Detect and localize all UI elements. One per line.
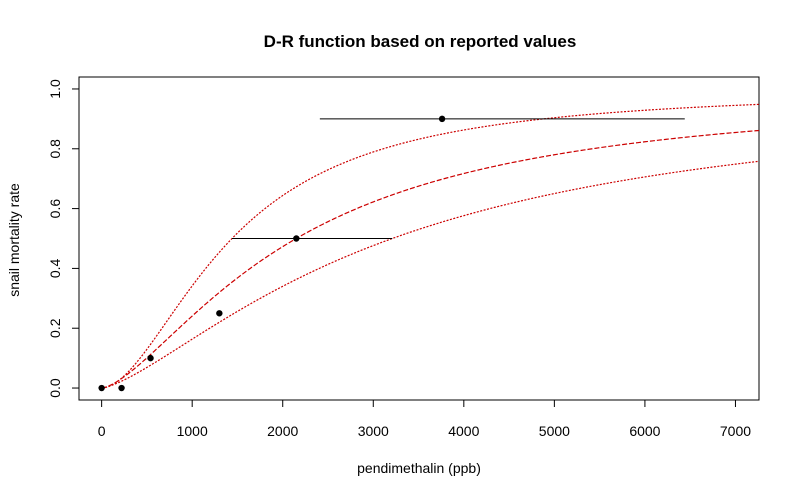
y-axis: 0.0 0.2 0.4 0.6 0.8 1.0 bbox=[47, 79, 80, 398]
x-tick-label: 0 bbox=[98, 423, 106, 439]
data-point bbox=[98, 384, 105, 392]
data-point bbox=[293, 235, 300, 242]
plot-frame bbox=[78, 76, 760, 401]
data-point bbox=[147, 354, 154, 362]
y-tick-label: 0.4 bbox=[47, 258, 63, 278]
data-point bbox=[216, 310, 223, 317]
x-axis-label: pendimethalin (ppb) bbox=[357, 460, 481, 476]
y-tick-label: 0.0 bbox=[47, 378, 63, 398]
dose-response-curve bbox=[101, 103, 760, 389]
x-tick-label: 4000 bbox=[448, 423, 479, 439]
x-tick-label: 3000 bbox=[358, 423, 389, 439]
x-tick-label: 6000 bbox=[629, 423, 660, 439]
x-tick-label: 5000 bbox=[539, 423, 570, 439]
x-axis: 0 1000 2000 3000 4000 5000 6000 7000 bbox=[98, 399, 751, 439]
chart-title: D-R function based on reported values bbox=[264, 32, 577, 51]
y-axis-label: snail mortality rate bbox=[6, 183, 22, 297]
x-tick-label: 7000 bbox=[720, 423, 751, 439]
dose-response-curves bbox=[101, 103, 760, 389]
y-tick-label: 1.0 bbox=[47, 79, 63, 99]
data-points bbox=[98, 115, 446, 392]
error-bars bbox=[232, 118, 685, 239]
x-tick-label: 2000 bbox=[267, 423, 298, 439]
dose-response-curve bbox=[101, 160, 760, 389]
y-tick-label: 0.8 bbox=[47, 139, 63, 159]
data-point bbox=[118, 384, 125, 392]
dose-response-curve bbox=[101, 129, 760, 389]
x-tick-label: 1000 bbox=[177, 423, 208, 439]
data-point bbox=[438, 115, 446, 123]
y-tick-label: 0.6 bbox=[47, 199, 63, 219]
y-tick-label: 0.2 bbox=[47, 318, 63, 338]
